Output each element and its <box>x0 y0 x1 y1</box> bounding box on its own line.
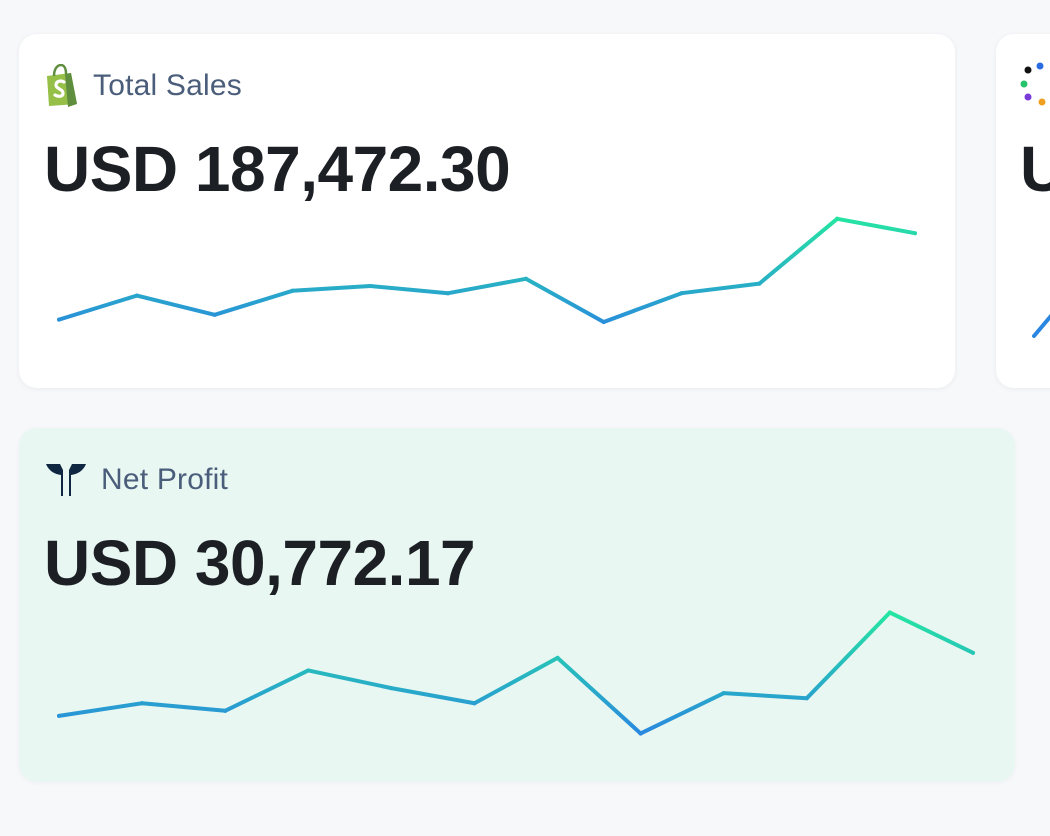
sparkline-segment <box>757 216 840 286</box>
sparkline-point <box>57 317 61 322</box>
sparkline-point <box>679 291 684 296</box>
sparkline-segment <box>835 216 917 236</box>
sparkline-point <box>757 281 762 286</box>
sparkline-point <box>523 276 528 281</box>
sparkline-segment <box>472 655 560 706</box>
sparkline-segment <box>290 284 373 293</box>
sparkline-point <box>638 731 643 736</box>
sparkline-segment <box>368 284 451 296</box>
card-value: USD 187,472.30 <box>44 133 511 205</box>
sparkline-point <box>212 312 217 317</box>
sparkline-point <box>804 696 809 701</box>
partial-card[interactable]: U <box>996 34 1050 388</box>
sparkline-segment <box>555 655 643 736</box>
sparkline-segment <box>57 293 139 322</box>
sparkline-segment <box>140 701 228 713</box>
sparkline-point <box>389 686 394 691</box>
sparkline-segment <box>223 668 311 713</box>
sparkline-segment <box>389 686 477 706</box>
sparkline-segment <box>679 281 762 296</box>
sparkline-segment <box>887 610 975 655</box>
sparkline-point <box>721 691 726 696</box>
card-value: USD 30,772.17 <box>44 527 476 599</box>
sparkline-segment <box>638 691 726 736</box>
sparkline-point <box>887 610 892 615</box>
sparkline-point <box>835 216 840 221</box>
sparkline-segment <box>57 701 145 718</box>
sparkline-point <box>57 713 61 718</box>
sparkline-point <box>306 668 311 673</box>
sparkline-segment <box>601 291 684 324</box>
sparkline-segment <box>306 668 394 691</box>
sparkline-point <box>290 288 295 293</box>
sparkline-point <box>913 231 917 236</box>
sparkline-segment <box>804 610 892 701</box>
sparkline-point <box>555 655 560 660</box>
sparkline-segment <box>721 691 809 701</box>
shopify-bag-icon <box>47 64 77 107</box>
sparkline-fragment <box>1032 313 1050 338</box>
sparkline-point <box>446 291 451 296</box>
sparkline-segment <box>212 288 295 317</box>
card-title: Total Sales <box>93 69 242 102</box>
sparkline-point <box>368 284 373 288</box>
total-sales-card[interactable]: Total Sales USD 187,472.30 <box>19 34 955 388</box>
trident-logo-icon <box>46 464 86 496</box>
card-header: Net Profit <box>45 462 228 498</box>
sparkline-point <box>601 320 606 324</box>
sparkline-point <box>140 701 145 706</box>
card-header: Total Sales <box>43 64 242 108</box>
sparkline-chart <box>57 610 975 736</box>
sparkline-point <box>971 650 975 655</box>
sparkline-chart <box>57 216 917 324</box>
dots-circle-icon <box>1020 62 1046 106</box>
sparkline-segment <box>446 276 528 296</box>
sparkline-point <box>472 701 477 706</box>
sparkline-segment <box>523 276 606 324</box>
sparkline-point <box>223 708 228 713</box>
card-value: U <box>1020 133 1050 205</box>
sparkline-point <box>134 293 139 298</box>
net-profit-card[interactable]: Net Profit USD 30,772.17 <box>19 428 1015 782</box>
card-title: Net Profit <box>101 463 229 496</box>
sparkline-segment <box>134 293 217 317</box>
